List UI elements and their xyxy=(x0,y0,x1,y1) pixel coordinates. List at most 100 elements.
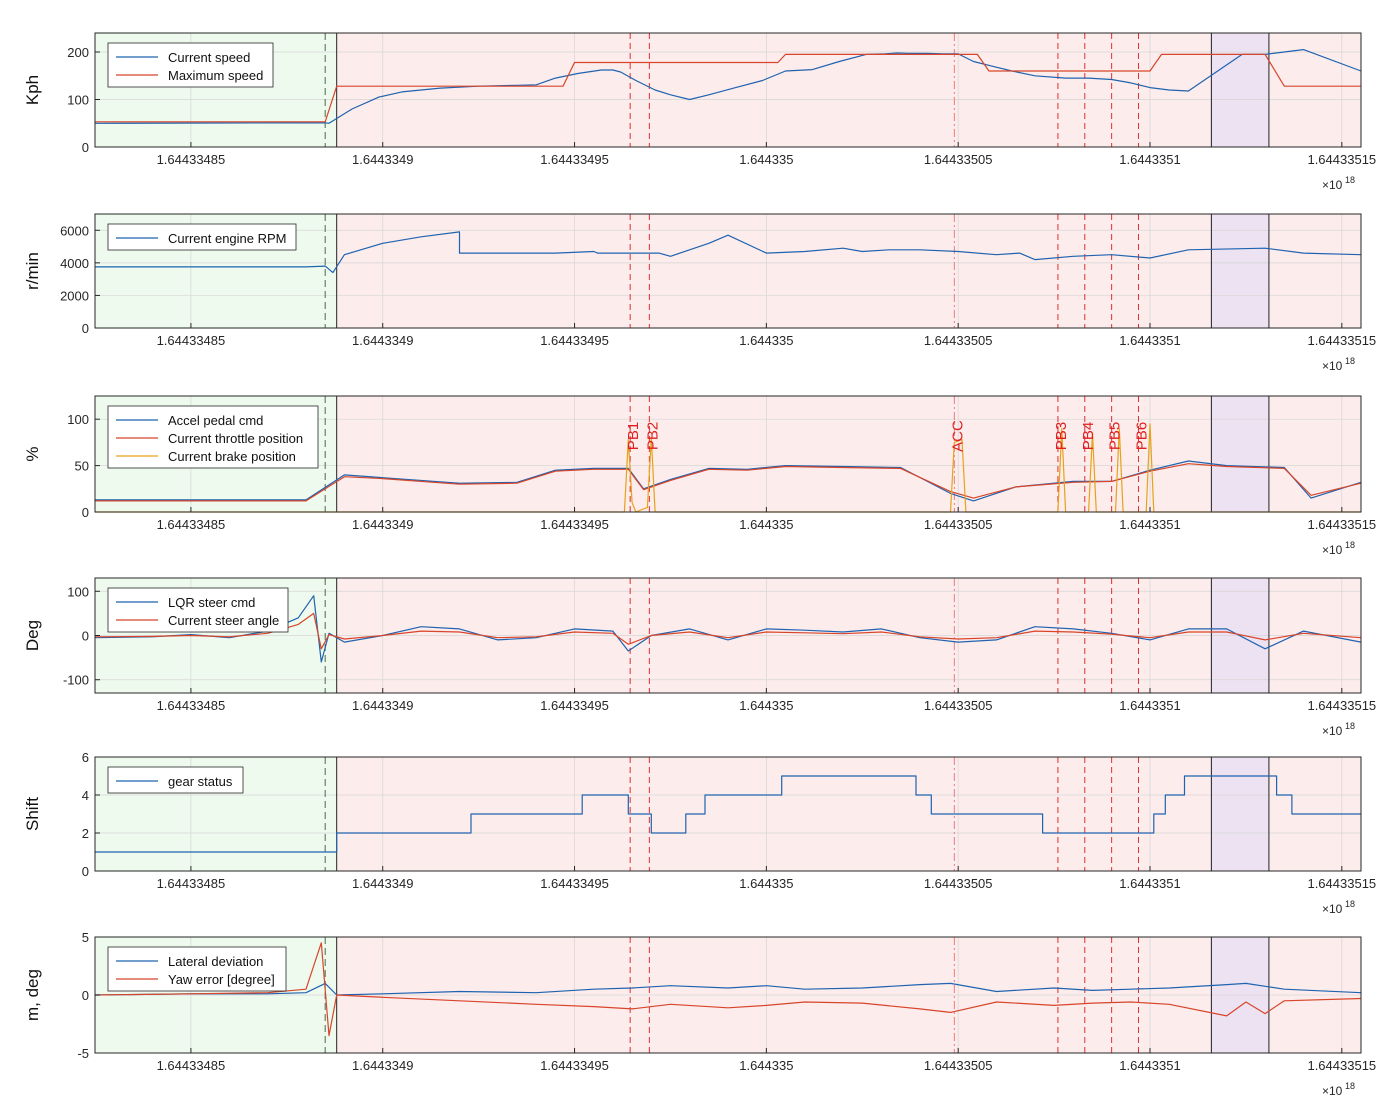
x-tick-label: 1.64433505 xyxy=(924,517,993,532)
x-tick-label: 1.644335 xyxy=(739,876,793,891)
x-exponent: ×10 xyxy=(1322,359,1343,373)
x-tick-label: 1.6443351 xyxy=(1119,876,1180,891)
y-tick-label: 0 xyxy=(82,629,89,644)
x-tick-label: 1.64433505 xyxy=(924,152,993,167)
region-purple xyxy=(1211,33,1269,147)
region-pink xyxy=(336,33,1361,147)
y-tick-label: -100 xyxy=(63,673,89,688)
y-tick-label: 2000 xyxy=(60,288,89,303)
x-tick-label: 1.6443351 xyxy=(1119,1058,1180,1073)
legend-box xyxy=(107,42,274,88)
y-tick-label: 100 xyxy=(67,412,89,427)
x-tick-label: 1.6443351 xyxy=(1119,517,1180,532)
x-tick-label: 1.64433495 xyxy=(540,1058,609,1073)
y-tick-label: 0 xyxy=(82,864,89,879)
axes-box xyxy=(94,213,1362,329)
x-tick-label: 1.6443349 xyxy=(352,333,413,348)
x-exponent: ×10 xyxy=(1322,724,1343,738)
x-tick-label: 1.644335 xyxy=(739,333,793,348)
y-axis-label: % xyxy=(23,446,42,461)
series-line xyxy=(95,775,1361,853)
legend-box xyxy=(107,223,297,251)
annotation-label: PB6 xyxy=(1133,422,1150,450)
y-tick-label: 6 xyxy=(82,750,89,765)
panel-5: 0 2 4 6 1.64433485 1.6443349 1.64433495 1.64433… xyxy=(23,750,1376,916)
x-exponent-power: 18 xyxy=(1345,899,1355,909)
annotation-label: PB2 xyxy=(644,422,661,450)
x-tick-label: 1.64433515 xyxy=(1307,698,1376,713)
region-purple xyxy=(1211,757,1269,871)
legend-label: Current brake position xyxy=(168,449,296,464)
legend-label: LQR steer cmd xyxy=(168,595,255,610)
y-tick-label: -5 xyxy=(77,1046,89,1061)
x-tick-label: 1.64433485 xyxy=(157,1058,226,1073)
y-tick-label: 4000 xyxy=(60,256,89,271)
panel-4: -100 0 100 1.64433485 1.6443349 1.64433495 1.6… xyxy=(23,577,1376,738)
y-axis-label: r/min xyxy=(23,252,42,290)
x-tick-label: 1.64433495 xyxy=(540,333,609,348)
annotation-label: ACC xyxy=(949,420,966,452)
legend-label: gear status xyxy=(168,774,233,789)
x-exponent: ×10 xyxy=(1322,1084,1343,1098)
panel-1: 0 100 200 1.64433485 1.6443349 1.64433495 1.64… xyxy=(23,32,1376,192)
x-exponent-power: 18 xyxy=(1345,175,1355,185)
x-tick-label: 1.6443351 xyxy=(1119,698,1180,713)
x-tick-label: 1.6443351 xyxy=(1119,152,1180,167)
y-tick-label: 0 xyxy=(82,988,89,1003)
x-tick-label: 1.6443349 xyxy=(352,1058,413,1073)
series-line xyxy=(94,982,1362,996)
x-tick-label: 1.6443351 xyxy=(1119,333,1180,348)
x-tick-label: 1.64433515 xyxy=(1307,1058,1376,1073)
x-tick-label: 1.644335 xyxy=(739,152,793,167)
y-tick-label: 0 xyxy=(82,321,89,336)
x-tick-label: 1.64433515 xyxy=(1307,517,1376,532)
x-exponent-power: 18 xyxy=(1345,540,1355,550)
x-tick-label: 1.64433485 xyxy=(157,698,226,713)
x-tick-label: 1.64433495 xyxy=(540,517,609,532)
x-exponent-power: 18 xyxy=(1345,721,1355,731)
region-purple xyxy=(1211,396,1269,512)
legend-label: Current steer angle xyxy=(168,613,279,628)
legend-label: Accel pedal cmd xyxy=(168,413,263,428)
y-axis-label: Kph xyxy=(23,75,42,105)
legend-box xyxy=(107,946,287,992)
x-tick-label: 1.64433495 xyxy=(540,698,609,713)
x-tick-label: 1.64433505 xyxy=(924,876,993,891)
series-line xyxy=(95,231,1362,274)
annotation-label: PB4 xyxy=(1080,422,1097,450)
x-tick-label: 1.64433495 xyxy=(540,876,609,891)
x-exponent: ×10 xyxy=(1322,178,1343,192)
x-tick-label: 1.64433505 xyxy=(924,333,993,348)
y-tick-label: 100 xyxy=(67,584,89,599)
series-line xyxy=(95,463,1362,502)
axes-box xyxy=(94,395,1362,513)
y-tick-label: 0 xyxy=(82,505,89,520)
x-tick-label: 1.64433485 xyxy=(157,517,226,532)
x-tick-label: 1.64433485 xyxy=(157,333,226,348)
panel-3: PB1 PB2 ACC PB3 PB4 PB5 PB6 0 50 100 1.64433485 1.6… xyxy=(23,395,1376,557)
y-axis-label: m, deg xyxy=(23,969,42,1021)
series-line xyxy=(94,612,1362,650)
x-tick-label: 1.6443349 xyxy=(352,698,413,713)
legend-label: Current throttle position xyxy=(168,431,303,446)
x-tick-label: 1.64433515 xyxy=(1307,333,1376,348)
legend-label: Yaw error [degree] xyxy=(168,972,275,987)
y-axis-label: Shift xyxy=(23,797,42,831)
legend-label: Maximum speed xyxy=(168,68,263,83)
x-exponent: ×10 xyxy=(1322,902,1343,916)
x-tick-label: 1.6443349 xyxy=(352,876,413,891)
x-tick-label: 1.6443349 xyxy=(352,152,413,167)
x-exponent-power: 18 xyxy=(1345,356,1355,366)
region-purple xyxy=(1211,214,1269,328)
x-tick-label: 1.64433485 xyxy=(157,876,226,891)
x-tick-label: 1.6443349 xyxy=(352,517,413,532)
y-tick-label: 2 xyxy=(82,826,89,841)
series-line xyxy=(95,460,1362,502)
y-tick-label: 4 xyxy=(82,788,89,803)
y-tick-label: 200 xyxy=(67,45,89,60)
annotation-label: PB1 xyxy=(625,422,642,450)
region-pink xyxy=(336,214,1361,328)
legend-label: Current engine RPM xyxy=(168,231,287,246)
x-tick-label: 1.64433485 xyxy=(157,152,226,167)
panel-2: 0 2000 4000 6000 1.64433485 1.6443349 1.644334… xyxy=(23,213,1376,373)
